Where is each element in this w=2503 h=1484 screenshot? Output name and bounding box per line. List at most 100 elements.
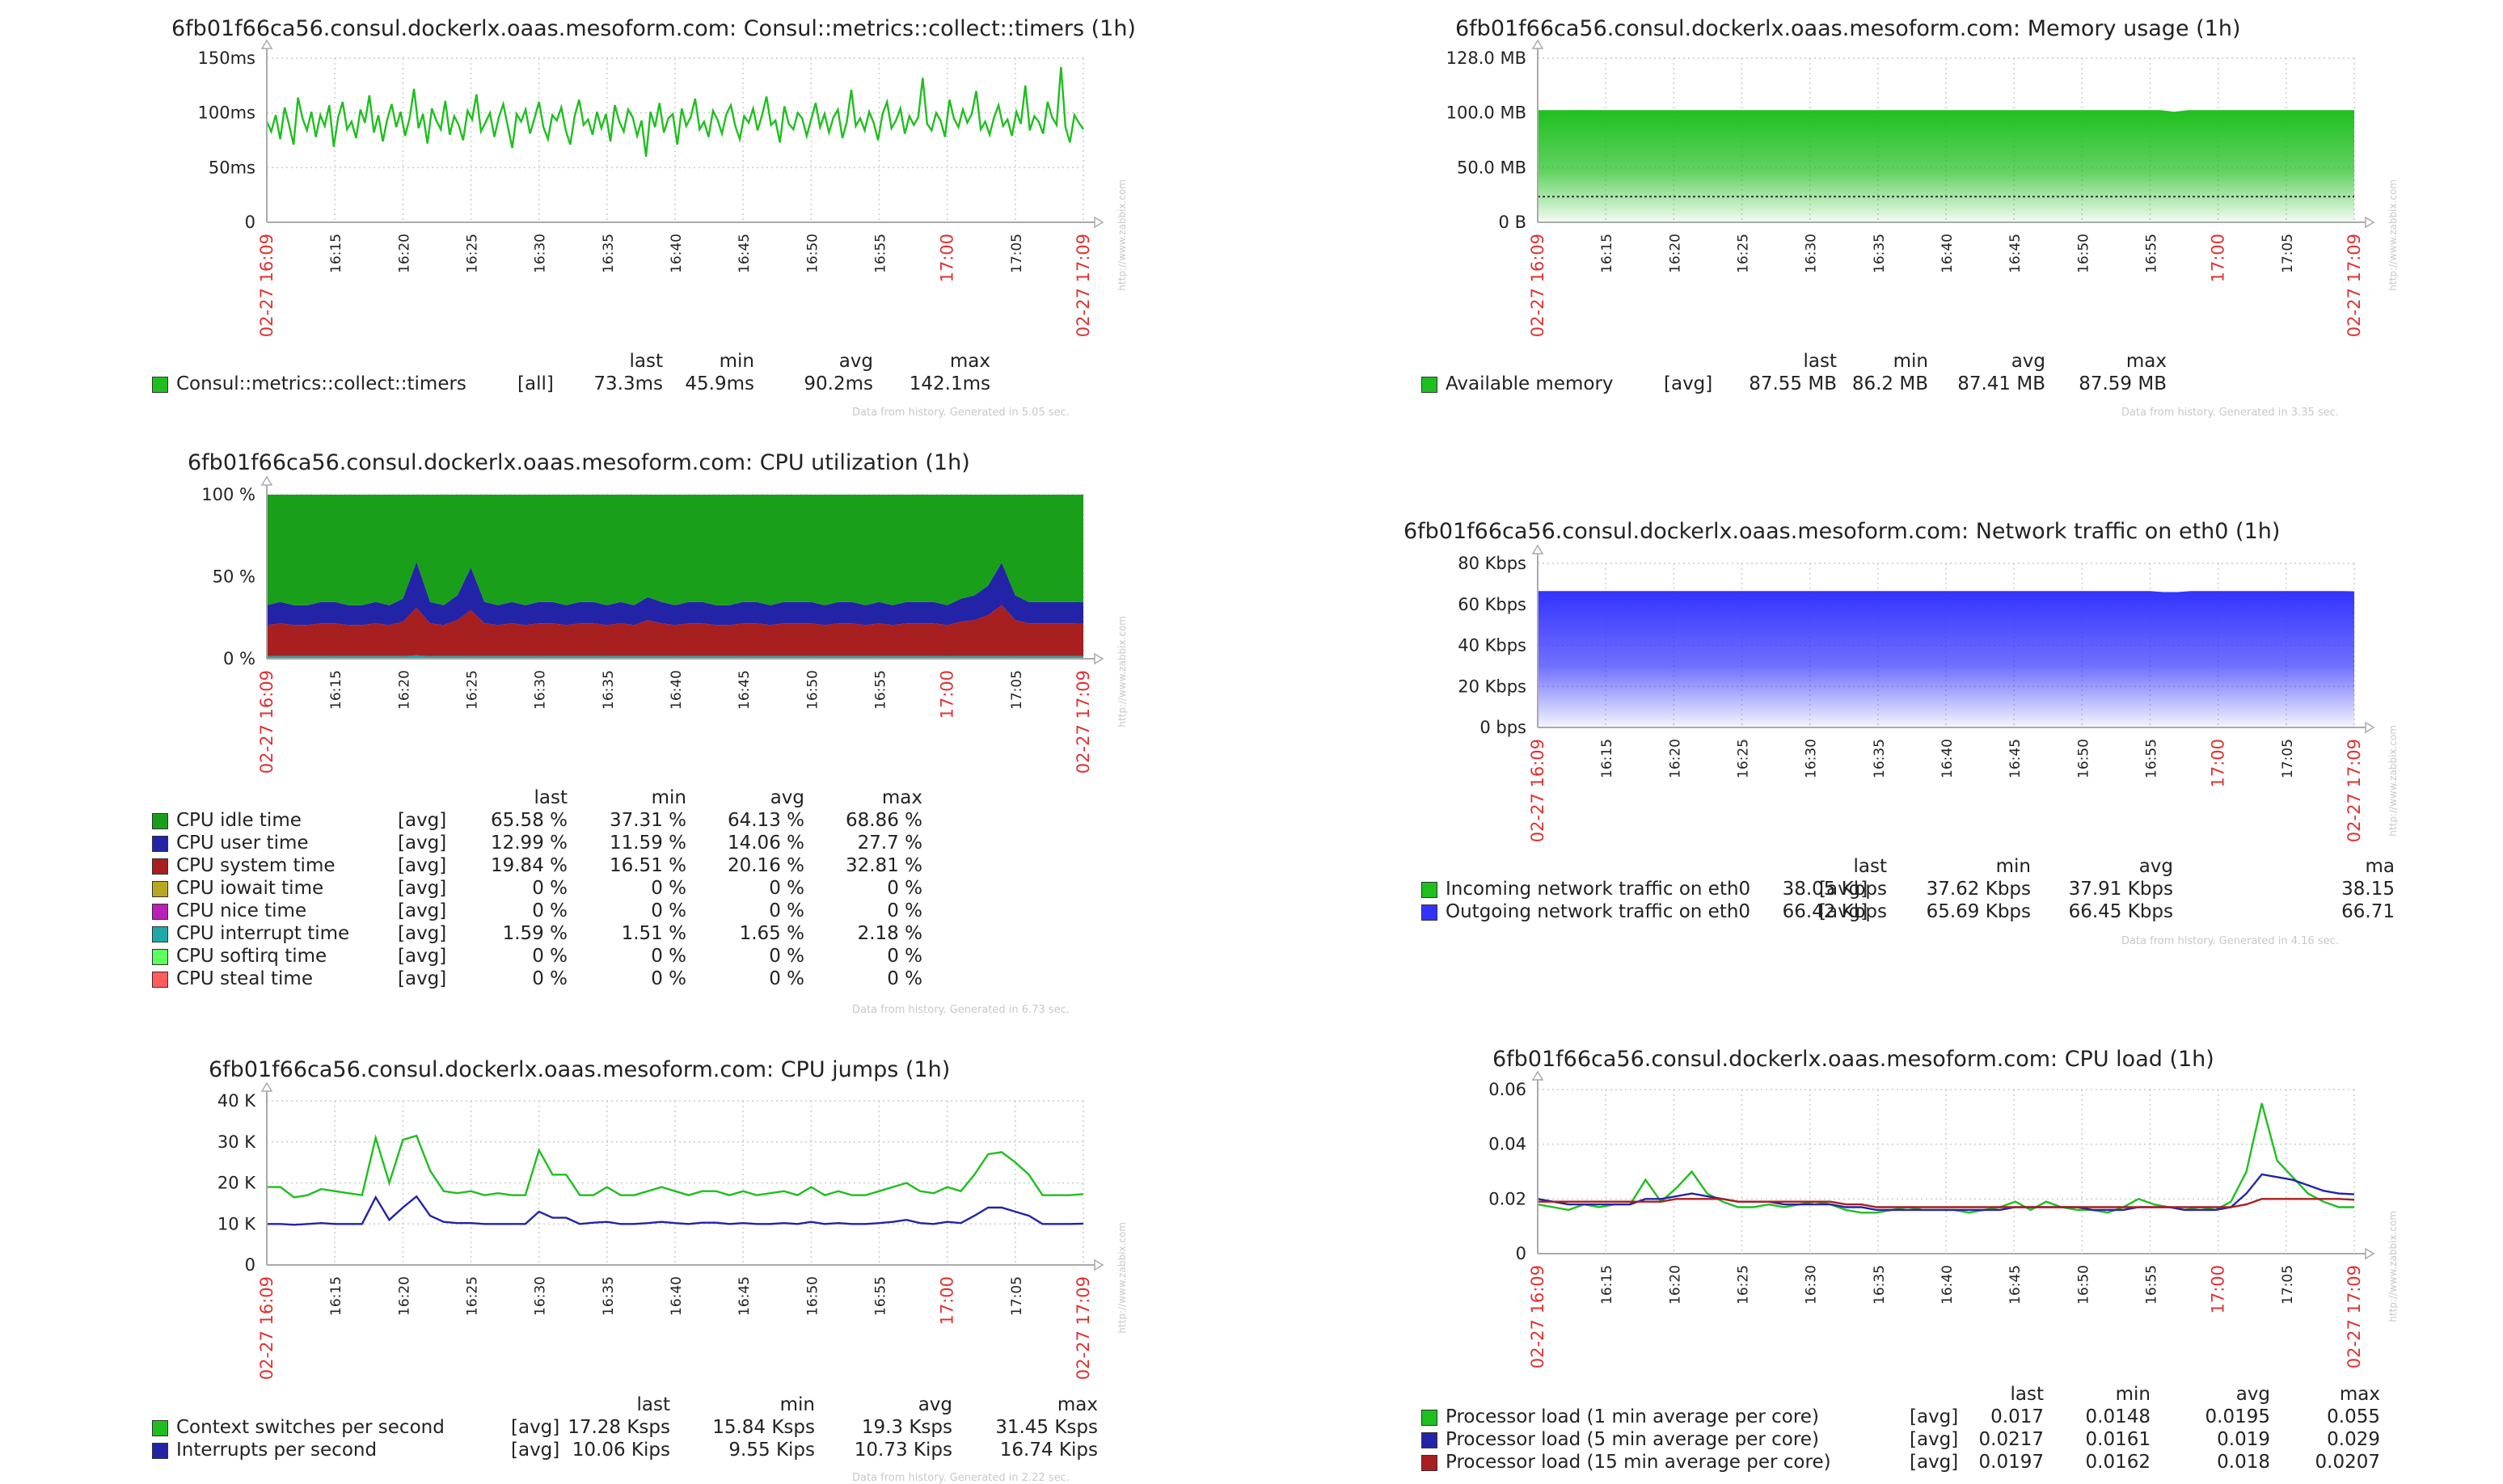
legend-value: 45.9ms xyxy=(685,373,754,394)
y-tick-label: 0 bps xyxy=(1479,718,1526,737)
graph-footer: Data from history. Generated in 4.16 sec… xyxy=(2121,935,2339,947)
grid xyxy=(1538,1089,2355,1254)
series-group xyxy=(267,1134,1084,1226)
x-tick-label: 16:25 xyxy=(465,234,481,273)
chart-timers: 0 50ms 100ms 150ms 02-27 16:09 16:15 16:20 16:2… xyxy=(198,39,1128,337)
y-tick-label: 0.06 xyxy=(1488,1080,1526,1099)
legend-name: Outgoing network traffic on eth0 xyxy=(1446,901,1751,922)
legend-value: 87.41 MB xyxy=(1957,373,2045,394)
series-line xyxy=(1537,1173,2355,1212)
graph-title: 6fb01f66ca56.consul.dockerlx.oaas.mesofo… xyxy=(171,16,1136,41)
legend-value: 64.13 % xyxy=(727,810,804,831)
series-group xyxy=(265,66,1084,157)
legend-swatch xyxy=(152,949,168,965)
legend-header-max: max xyxy=(949,351,990,372)
legend-name: CPU interrupt time xyxy=(176,923,350,944)
x-tick-label: 16:55 xyxy=(2144,1265,2160,1305)
x-tick-label: 16:15 xyxy=(328,234,344,273)
legend-row: CPU idle time [avg] 65.58 % 37.31 % 64.13 % 6… xyxy=(0,810,2425,833)
legend-value: 0 % xyxy=(651,946,686,967)
legend-row: Available memory [avg] 87.55 MB 86.2 MB 87.4… xyxy=(0,373,2425,396)
legend-value: 0 % xyxy=(651,878,686,899)
legend-swatch xyxy=(1421,904,1437,921)
legend-name: CPU nice time xyxy=(176,900,307,921)
legend-header-last: last xyxy=(534,787,568,808)
legend-name: Available memory xyxy=(1446,373,1614,394)
x-axis-arrow xyxy=(1094,1258,1104,1271)
x-tick-label: 16:30 xyxy=(533,1276,549,1316)
series-line xyxy=(1538,1198,2355,1208)
legend-name: Processor load (15 min average per core) xyxy=(1446,1452,1831,1473)
legend-swatch xyxy=(152,926,168,942)
x-tick-label: 17:05 xyxy=(2280,1265,2296,1305)
graph-title: 6fb01f66ca56.consul.dockerlx.oaas.mesofo… xyxy=(1403,519,2281,544)
watermark: http://www.zabbix.com xyxy=(1116,1222,1128,1334)
x-tick-label: 16:20 xyxy=(1667,739,1683,778)
legend-value: 38.05 Kbps xyxy=(1782,879,1887,900)
x-axis-arrow xyxy=(1094,652,1104,665)
legend-header-ma: ma xyxy=(2365,856,2395,877)
legend-value: 142.1ms xyxy=(909,373,990,394)
x-tick-label: 16:50 xyxy=(804,670,821,710)
legend-value: 0.0207 xyxy=(2315,1452,2380,1473)
x-tick-label: 16:35 xyxy=(1872,234,1888,273)
legend-swatch xyxy=(1421,1455,1437,1471)
y-tick-label: 0 B xyxy=(1499,213,1526,232)
legend-row: CPU steal time [avg] 0 % 0 % 0 % 0 % xyxy=(0,968,2425,991)
legend-aggregate: [avg] xyxy=(1910,1406,1959,1427)
y-tick-label: 0.04 xyxy=(1488,1135,1526,1154)
legend-value: 1.59 % xyxy=(502,923,568,944)
legend-swatch xyxy=(1421,1432,1437,1448)
legend-row: Consul::metrics::collect::timers [all] 73.… xyxy=(0,373,2425,396)
y-axis-arrow xyxy=(1531,544,1544,554)
legend-swatch xyxy=(1421,377,1437,393)
graph-title: 6fb01f66ca56.consul.dockerlx.oaas.mesofo… xyxy=(1492,1047,2214,1072)
legend-value: 0 % xyxy=(532,968,568,989)
legend-header-max: max xyxy=(1057,1394,1098,1415)
x-tick-label: 17:00 xyxy=(938,670,957,719)
x-tick-label: 02-27 16:09 xyxy=(1528,234,1547,337)
x-tick-label: 16:45 xyxy=(2007,1265,2024,1305)
x-tick-label: 17:05 xyxy=(1009,670,1025,710)
x-tick-label: 16:15 xyxy=(328,670,344,710)
graph-footer: Data from history. Generated in 6.73 sec… xyxy=(852,1004,1070,1016)
x-tick-label: 16:45 xyxy=(737,234,753,273)
x-tick-label: 16:25 xyxy=(1736,234,1752,273)
legend-aggregate: [avg] xyxy=(398,833,447,854)
legend-row: Processor load (1 min average per core) [… xyxy=(0,1406,2425,1429)
legend-value: 66.45 Kbps xyxy=(2068,901,2173,922)
x-tick-label: 16:20 xyxy=(396,670,412,710)
watermark: http://www.zabbix.com xyxy=(2387,725,2399,837)
x-tick-label: 17:05 xyxy=(1009,234,1025,273)
legend-swatch xyxy=(152,813,168,829)
legend-value: 65.58 % xyxy=(490,810,568,831)
legend-aggregate: [avg] xyxy=(398,855,447,876)
series-line xyxy=(267,1134,1084,1199)
graph-title: 6fb01f66ca56.consul.dockerlx.oaas.mesofo… xyxy=(188,450,970,475)
x-tick-label: 16:40 xyxy=(669,234,685,273)
legend-value: 0.0197 xyxy=(1978,1452,2044,1473)
legend-value: 0.0161 xyxy=(2085,1429,2151,1450)
legend-aggregate: [avg] xyxy=(1819,879,1868,900)
legend-header-last: last xyxy=(636,1394,671,1415)
series-line xyxy=(267,1195,1084,1226)
y-tick-label: 128.0 MB xyxy=(1446,48,1526,68)
y-tick-label: 0 xyxy=(1516,1244,1526,1263)
legend-header-min: min xyxy=(651,787,686,808)
x-tick-label: 16:50 xyxy=(804,234,821,273)
legend-value: 0 % xyxy=(887,900,922,921)
x-tick-label: 02-27 17:09 xyxy=(1074,670,1093,774)
legend-swatch xyxy=(152,377,168,393)
series-area xyxy=(1538,591,2354,727)
legend-header-last: last xyxy=(1853,856,1888,877)
legend-value: 0 % xyxy=(532,878,568,899)
x-tick-label: 16:40 xyxy=(669,670,685,710)
legend-aggregate: [avg] xyxy=(398,878,447,899)
legend-value: 16.74 Kips xyxy=(999,1440,1098,1461)
legend-value: 9.55 Kips xyxy=(728,1440,815,1461)
legend-value: 87.55 MB xyxy=(1749,373,1837,394)
legend-row: CPU system time [avg] 19.84 % 16.51 % 20.16 … xyxy=(0,855,2425,878)
y-tick-label: 0 xyxy=(245,1255,255,1275)
x-tick-label: 16:40 xyxy=(1940,1265,1956,1305)
